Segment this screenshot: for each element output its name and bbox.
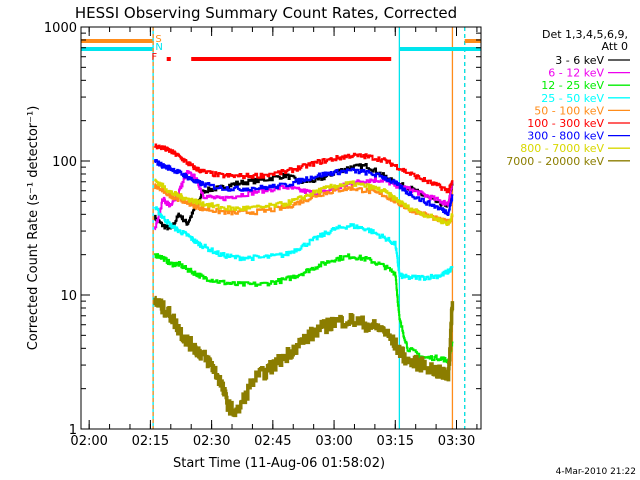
legend-label: 6 - 12 keV: [548, 67, 604, 80]
x-tick-label: 02:30: [193, 434, 230, 449]
plot-area: SNF: [81, 27, 481, 429]
y-tick-label: 1000: [44, 21, 77, 36]
legend-label: 12 - 25 keV: [541, 79, 604, 92]
chart-title: HESSI Observing Summary Count Rates, Cor…: [75, 4, 457, 22]
legend-label: 100 - 300 keV: [527, 117, 604, 130]
x-tick-label: 02:45: [254, 434, 291, 449]
flag-letter-f: F: [151, 52, 157, 63]
y-tick-label: 1: [69, 423, 77, 438]
flag-letter-s: S: [155, 34, 161, 45]
y-tick-label: 10: [60, 289, 77, 304]
series-line-6: [154, 159, 454, 216]
legend-label: 50 - 100 keV: [534, 104, 604, 117]
legend-label: 300 - 800 keV: [527, 130, 604, 143]
flag-letter-n: N: [155, 42, 162, 53]
axes: 1 10 100 1000 02:00 02:15 02:30 02:45 03:00 03:15…: [44, 21, 482, 449]
legend-header-line: Att 0: [602, 40, 628, 53]
series-line-3: [154, 206, 454, 281]
x-tick-label: 03:15: [377, 434, 414, 449]
x-tick-label: 03:30: [438, 434, 475, 449]
x-tick-label: 03:00: [315, 434, 352, 449]
y-tick-label: 100: [52, 155, 77, 170]
x-axis-label: Start Time (11-Aug-06 01:58:02): [173, 456, 385, 471]
x-tick-label: 02:15: [132, 434, 169, 449]
timestamp-footer: 4-Mar-2010 21:22: [556, 467, 636, 477]
axis-frame: [80, 26, 482, 430]
series-line-2: [154, 253, 454, 364]
legend-header-line: Det 1,3,4,5,6,9,: [542, 28, 628, 41]
x-tick-label: 02:00: [70, 434, 107, 449]
legend-label: 3 - 6 keV: [555, 54, 604, 67]
legend-label: 800 - 7000 keV: [520, 142, 604, 155]
series-line-5: [154, 143, 454, 194]
y-axis-label: Corrected Count Rate (s⁻¹ detector⁻¹): [26, 106, 41, 351]
legend-label: 7000 - 20000 keV: [506, 155, 604, 168]
series-line-8: [153, 295, 455, 418]
legend-label: 25 - 50 keV: [541, 92, 604, 105]
series-line-7: [154, 178, 454, 226]
